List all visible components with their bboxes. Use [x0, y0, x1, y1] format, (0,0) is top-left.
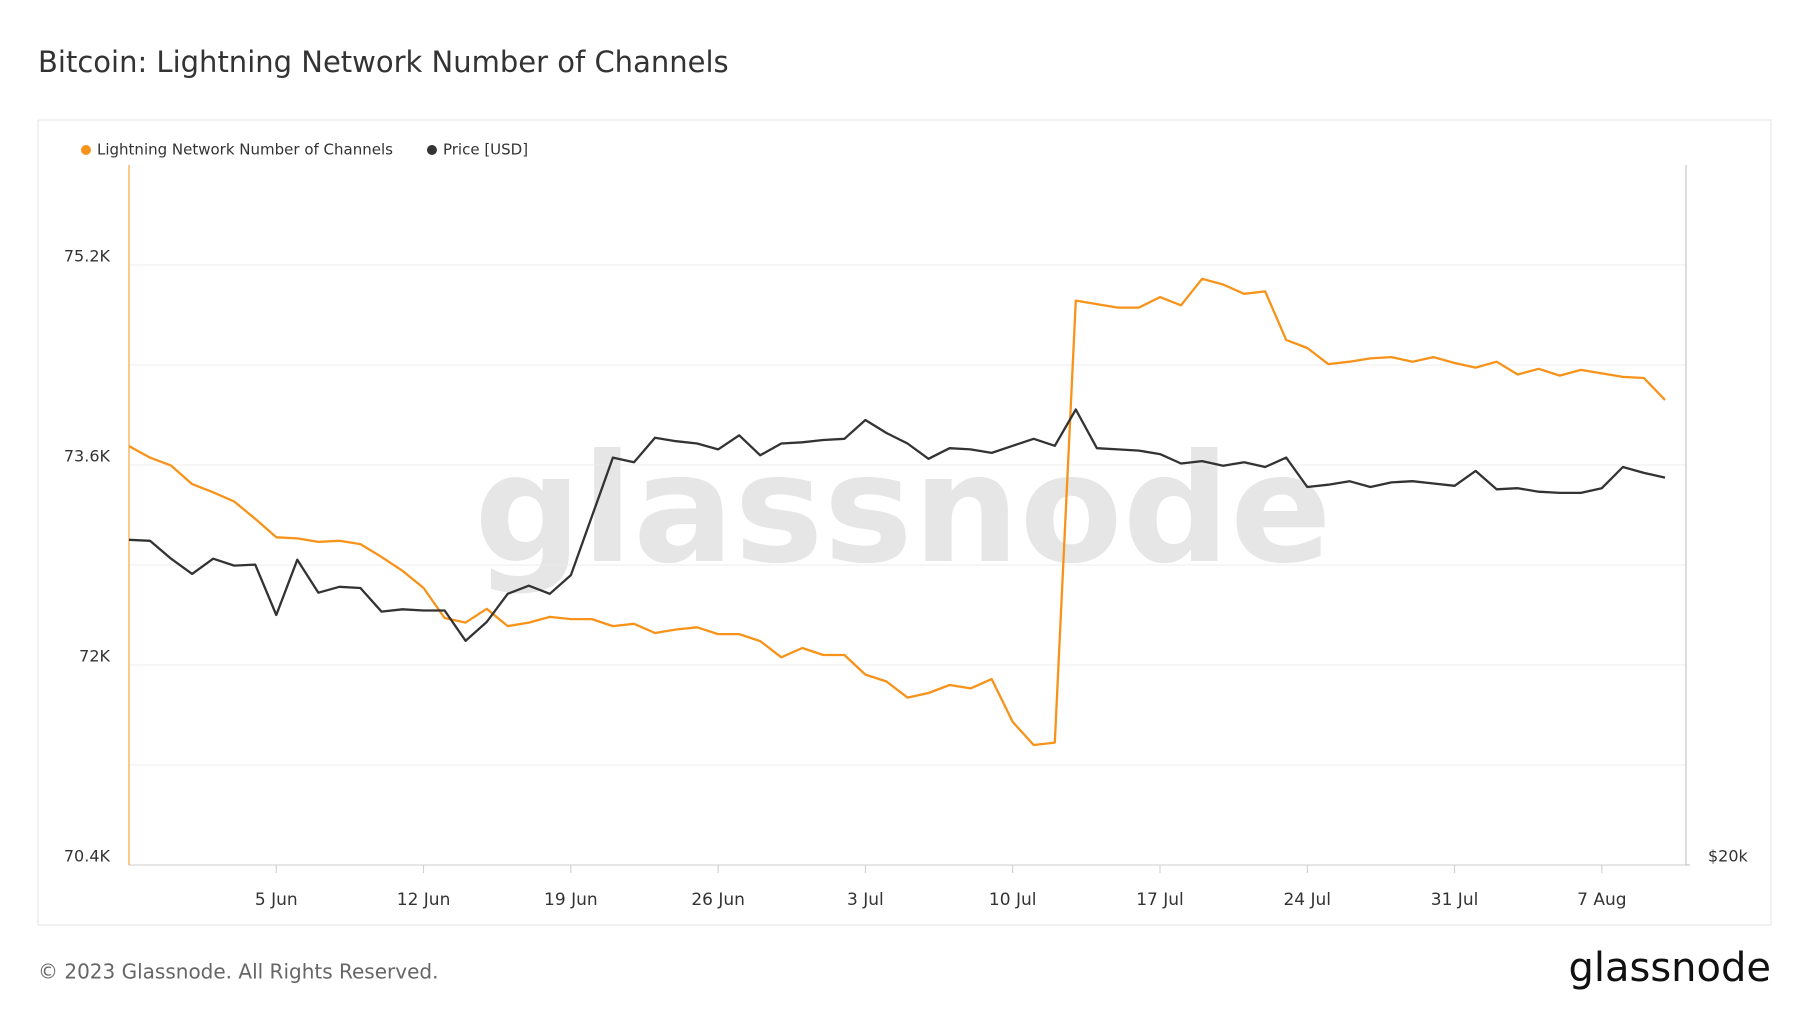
- x-tick-label: 19 Jun: [544, 890, 598, 910]
- legend-label: Lightning Network Number of Channels: [97, 141, 393, 159]
- logo: glassnode: [1568, 945, 1771, 991]
- x-tick-label: 31 Jul: [1431, 890, 1479, 910]
- y2-tick-label: $20k: [1708, 847, 1749, 866]
- legend-marker: [426, 145, 437, 155]
- copyright: © 2023 Glassnode. All Rights Reserved.: [38, 960, 438, 984]
- y-tick-label: 70.4K: [64, 847, 111, 866]
- x-tick-label: 17 Jul: [1136, 890, 1184, 910]
- x-tick-label: 5 Jun: [255, 890, 298, 910]
- chart-title: Bitcoin: Lightning Network Number of Cha…: [38, 45, 729, 79]
- x-tick-label: 12 Jun: [397, 890, 451, 910]
- y-tick-label: 75.2K: [64, 247, 111, 266]
- legend-marker: [81, 145, 91, 155]
- y-tick-label: 72K: [79, 647, 110, 666]
- x-tick-label: 10 Jul: [989, 890, 1037, 910]
- series-line: [128, 408, 1666, 642]
- x-tick-label: 3 Jul: [847, 890, 884, 910]
- panel: [37, 119, 1772, 926]
- series-line: [128, 277, 1666, 747]
- x-tick-label: 24 Jul: [1283, 890, 1331, 910]
- x-tick-label: 7 Aug: [1577, 890, 1626, 910]
- x-tick-label: 26 Jun: [691, 890, 745, 910]
- watermark: glassnode: [474, 423, 1332, 597]
- y-tick-label: 73.6K: [64, 447, 111, 466]
- legend-label: Price [USD]: [443, 141, 528, 159]
